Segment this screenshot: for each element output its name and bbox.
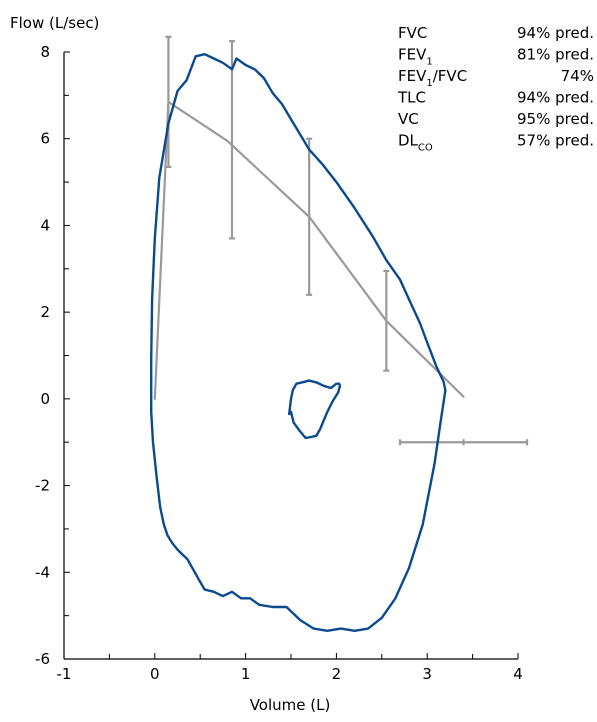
error-bar	[228, 40, 235, 240]
predicted-layer	[153, 35, 529, 446]
patient-tidal-loop-line	[288, 379, 342, 440]
stats-annotations: FVC 94% pred. FEV1 81% pred. FEV1/FVC 74% TLC 9…	[397, 24, 594, 154]
y-tick-label: 0	[40, 390, 50, 408]
stat-value: 95% pred.	[517, 110, 594, 128]
patient-layer	[149, 53, 447, 632]
patient-loop-line	[149, 53, 447, 632]
y-tick-label: -2	[35, 477, 50, 495]
stat-value: 94% pred.	[517, 24, 594, 42]
x-tick-label: 0	[150, 665, 160, 683]
stat-label: TLC	[397, 89, 426, 107]
y-tick-label: -6	[35, 650, 50, 668]
error-bar	[306, 137, 313, 296]
stat-value: 57% pred.	[517, 132, 594, 150]
x-tick-label: -1	[57, 665, 72, 683]
y-tick-label: 6	[40, 130, 50, 148]
stat-label: DLCO	[398, 132, 433, 154]
x-tick-label: 4	[513, 665, 523, 683]
stat-value: 94% pred.	[517, 89, 594, 107]
x-tick-label: 3	[422, 665, 432, 683]
y-tick-label: 8	[40, 43, 50, 61]
error-bar	[165, 35, 172, 168]
error-bar	[383, 269, 390, 372]
y-tick-label: -4	[35, 563, 50, 581]
stat-value: 81% pred.	[517, 46, 594, 64]
x-tick-label: 1	[241, 665, 251, 683]
stat-label: FEV1	[398, 46, 433, 68]
stat-label: FVC	[398, 24, 427, 42]
x-tick-label: 2	[332, 665, 342, 683]
x-axis-title: Volume (L)	[250, 696, 331, 714]
stat-value: 74%	[561, 67, 594, 85]
stat-label: VC	[398, 110, 419, 128]
y-axis-title: Flow (L/sec)	[10, 14, 99, 32]
predicted-curve-line	[153, 100, 465, 400]
axes: -6 -4 -2 0 2 4 6 8 -1 0 1 2 3 4	[35, 43, 523, 683]
y-tick-label: 2	[40, 303, 50, 321]
horizontal-error-bar	[398, 439, 529, 446]
stat-label: FEV1/FVC	[398, 67, 467, 89]
y-tick-label: 4	[40, 216, 50, 234]
